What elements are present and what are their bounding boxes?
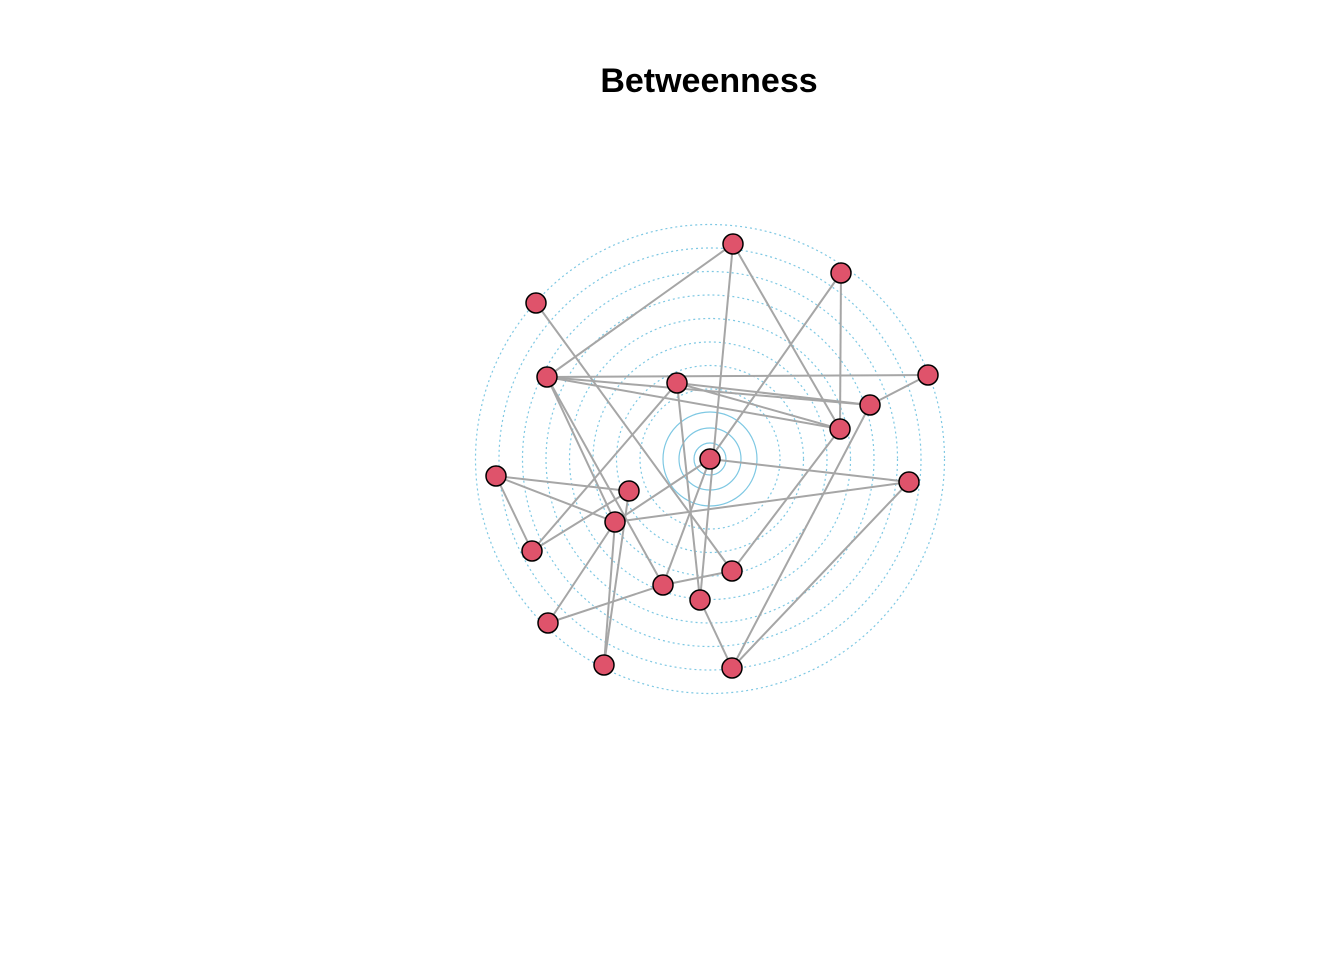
node [721, 560, 743, 582]
edge [662, 458, 711, 586]
node [485, 465, 507, 487]
edge [709, 458, 910, 483]
ring [592, 341, 828, 577]
edge [546, 243, 734, 378]
edge [614, 458, 711, 523]
edge [676, 382, 701, 601]
node [829, 418, 851, 440]
node [689, 589, 711, 611]
edge [603, 521, 616, 666]
edge [531, 382, 678, 552]
edge [535, 302, 733, 572]
edge [546, 376, 841, 430]
edge [731, 404, 871, 669]
edge [495, 475, 630, 492]
edge [731, 481, 910, 669]
node [521, 540, 543, 562]
edge [676, 382, 871, 406]
node [830, 262, 852, 284]
edge [699, 243, 734, 601]
ring [498, 247, 922, 671]
node [604, 511, 626, 533]
edge [531, 490, 630, 552]
ring [545, 294, 875, 624]
node [721, 657, 743, 679]
edge [546, 376, 664, 586]
edges [495, 243, 929, 669]
node [652, 574, 674, 596]
ring [474, 223, 946, 695]
edge [732, 243, 841, 430]
node [722, 233, 744, 255]
edge [699, 599, 733, 669]
edge [839, 272, 842, 430]
node [859, 394, 881, 416]
edge [869, 374, 929, 406]
edge [547, 584, 664, 624]
nodes [485, 233, 939, 679]
edge [709, 272, 842, 460]
node [537, 612, 559, 634]
node [618, 480, 640, 502]
edge [614, 481, 910, 523]
edge [547, 521, 616, 624]
ring [693, 442, 727, 476]
ring [615, 364, 805, 554]
node [699, 448, 721, 470]
ring [639, 388, 781, 530]
edge [676, 382, 841, 430]
node [917, 364, 939, 386]
ring [662, 411, 758, 507]
node [898, 471, 920, 493]
ring [521, 270, 899, 648]
edge [546, 376, 616, 523]
node [593, 654, 615, 676]
edge [662, 570, 733, 586]
edge [495, 475, 616, 523]
edge [731, 428, 841, 572]
node [536, 366, 558, 388]
node [525, 292, 547, 314]
edge [495, 475, 533, 552]
node [666, 372, 688, 394]
plot-title: Betweenness [600, 62, 817, 100]
edge [546, 374, 929, 378]
rings [474, 223, 946, 695]
